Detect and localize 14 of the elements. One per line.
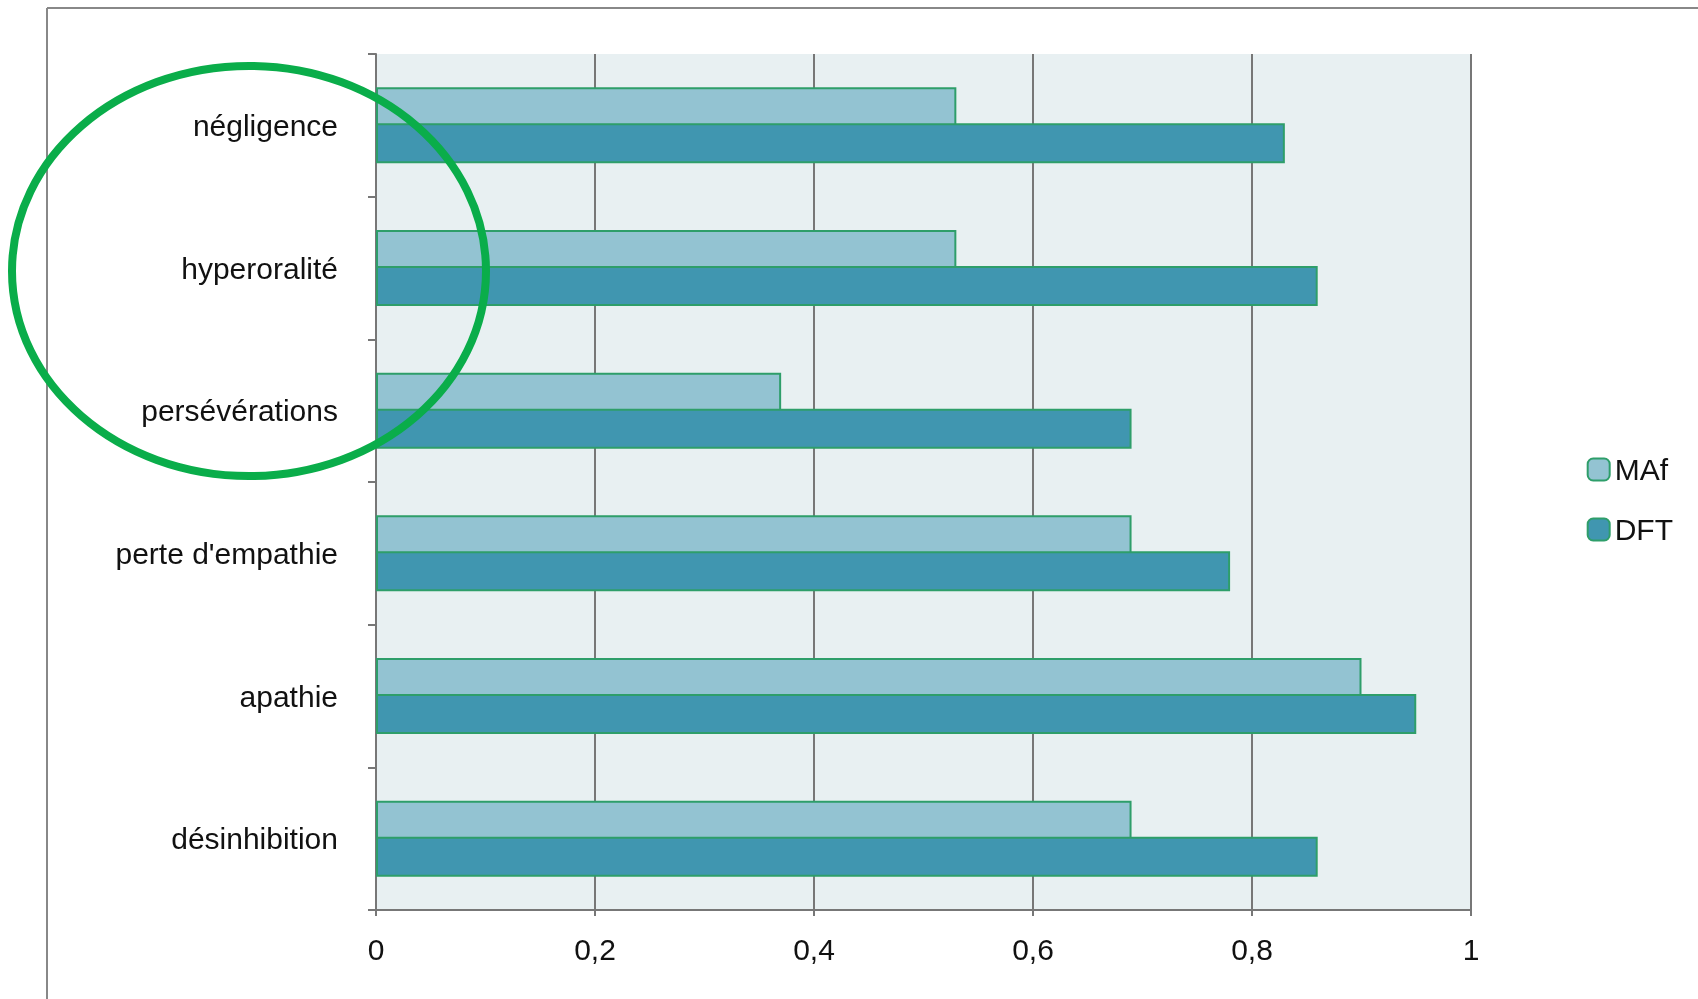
y-tick-label: hyperoralité	[181, 251, 338, 285]
x-tick-label: 1	[1462, 932, 1480, 966]
x-tick-label: 0,8	[1231, 932, 1273, 966]
x-tick-label: 0,6	[1012, 932, 1054, 966]
y-tick-label: perte d'empathie	[115, 536, 338, 570]
x-tick-label: 0,2	[574, 932, 616, 966]
legend-label: DFT	[1614, 513, 1674, 546]
legend-label: MAf	[1614, 453, 1669, 486]
y-tick-label: persévérations	[141, 394, 338, 428]
y-tick-label: négligence	[192, 108, 338, 142]
x-tick-label: 0,4	[793, 932, 835, 966]
x-tick-label: 0	[367, 932, 385, 966]
y-tick-label: désinhibition	[171, 822, 338, 856]
y-tick-label: apathie	[239, 679, 338, 713]
